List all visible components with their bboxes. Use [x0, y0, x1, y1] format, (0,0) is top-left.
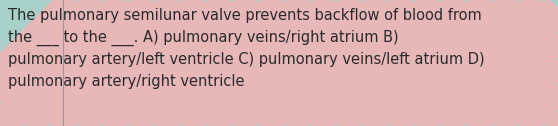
- Text: the ___ to the ___. A) pulmonary veins/right atrium B): the ___ to the ___. A) pulmonary veins/r…: [8, 30, 398, 46]
- Text: pulmonary artery/right ventricle: pulmonary artery/right ventricle: [8, 74, 244, 89]
- Text: The pulmonary semilunar valve prevents backflow of blood from: The pulmonary semilunar valve prevents b…: [8, 8, 482, 23]
- Text: pulmonary artery/left ventricle C) pulmonary veins/left atrium D): pulmonary artery/left ventricle C) pulmo…: [8, 52, 485, 67]
